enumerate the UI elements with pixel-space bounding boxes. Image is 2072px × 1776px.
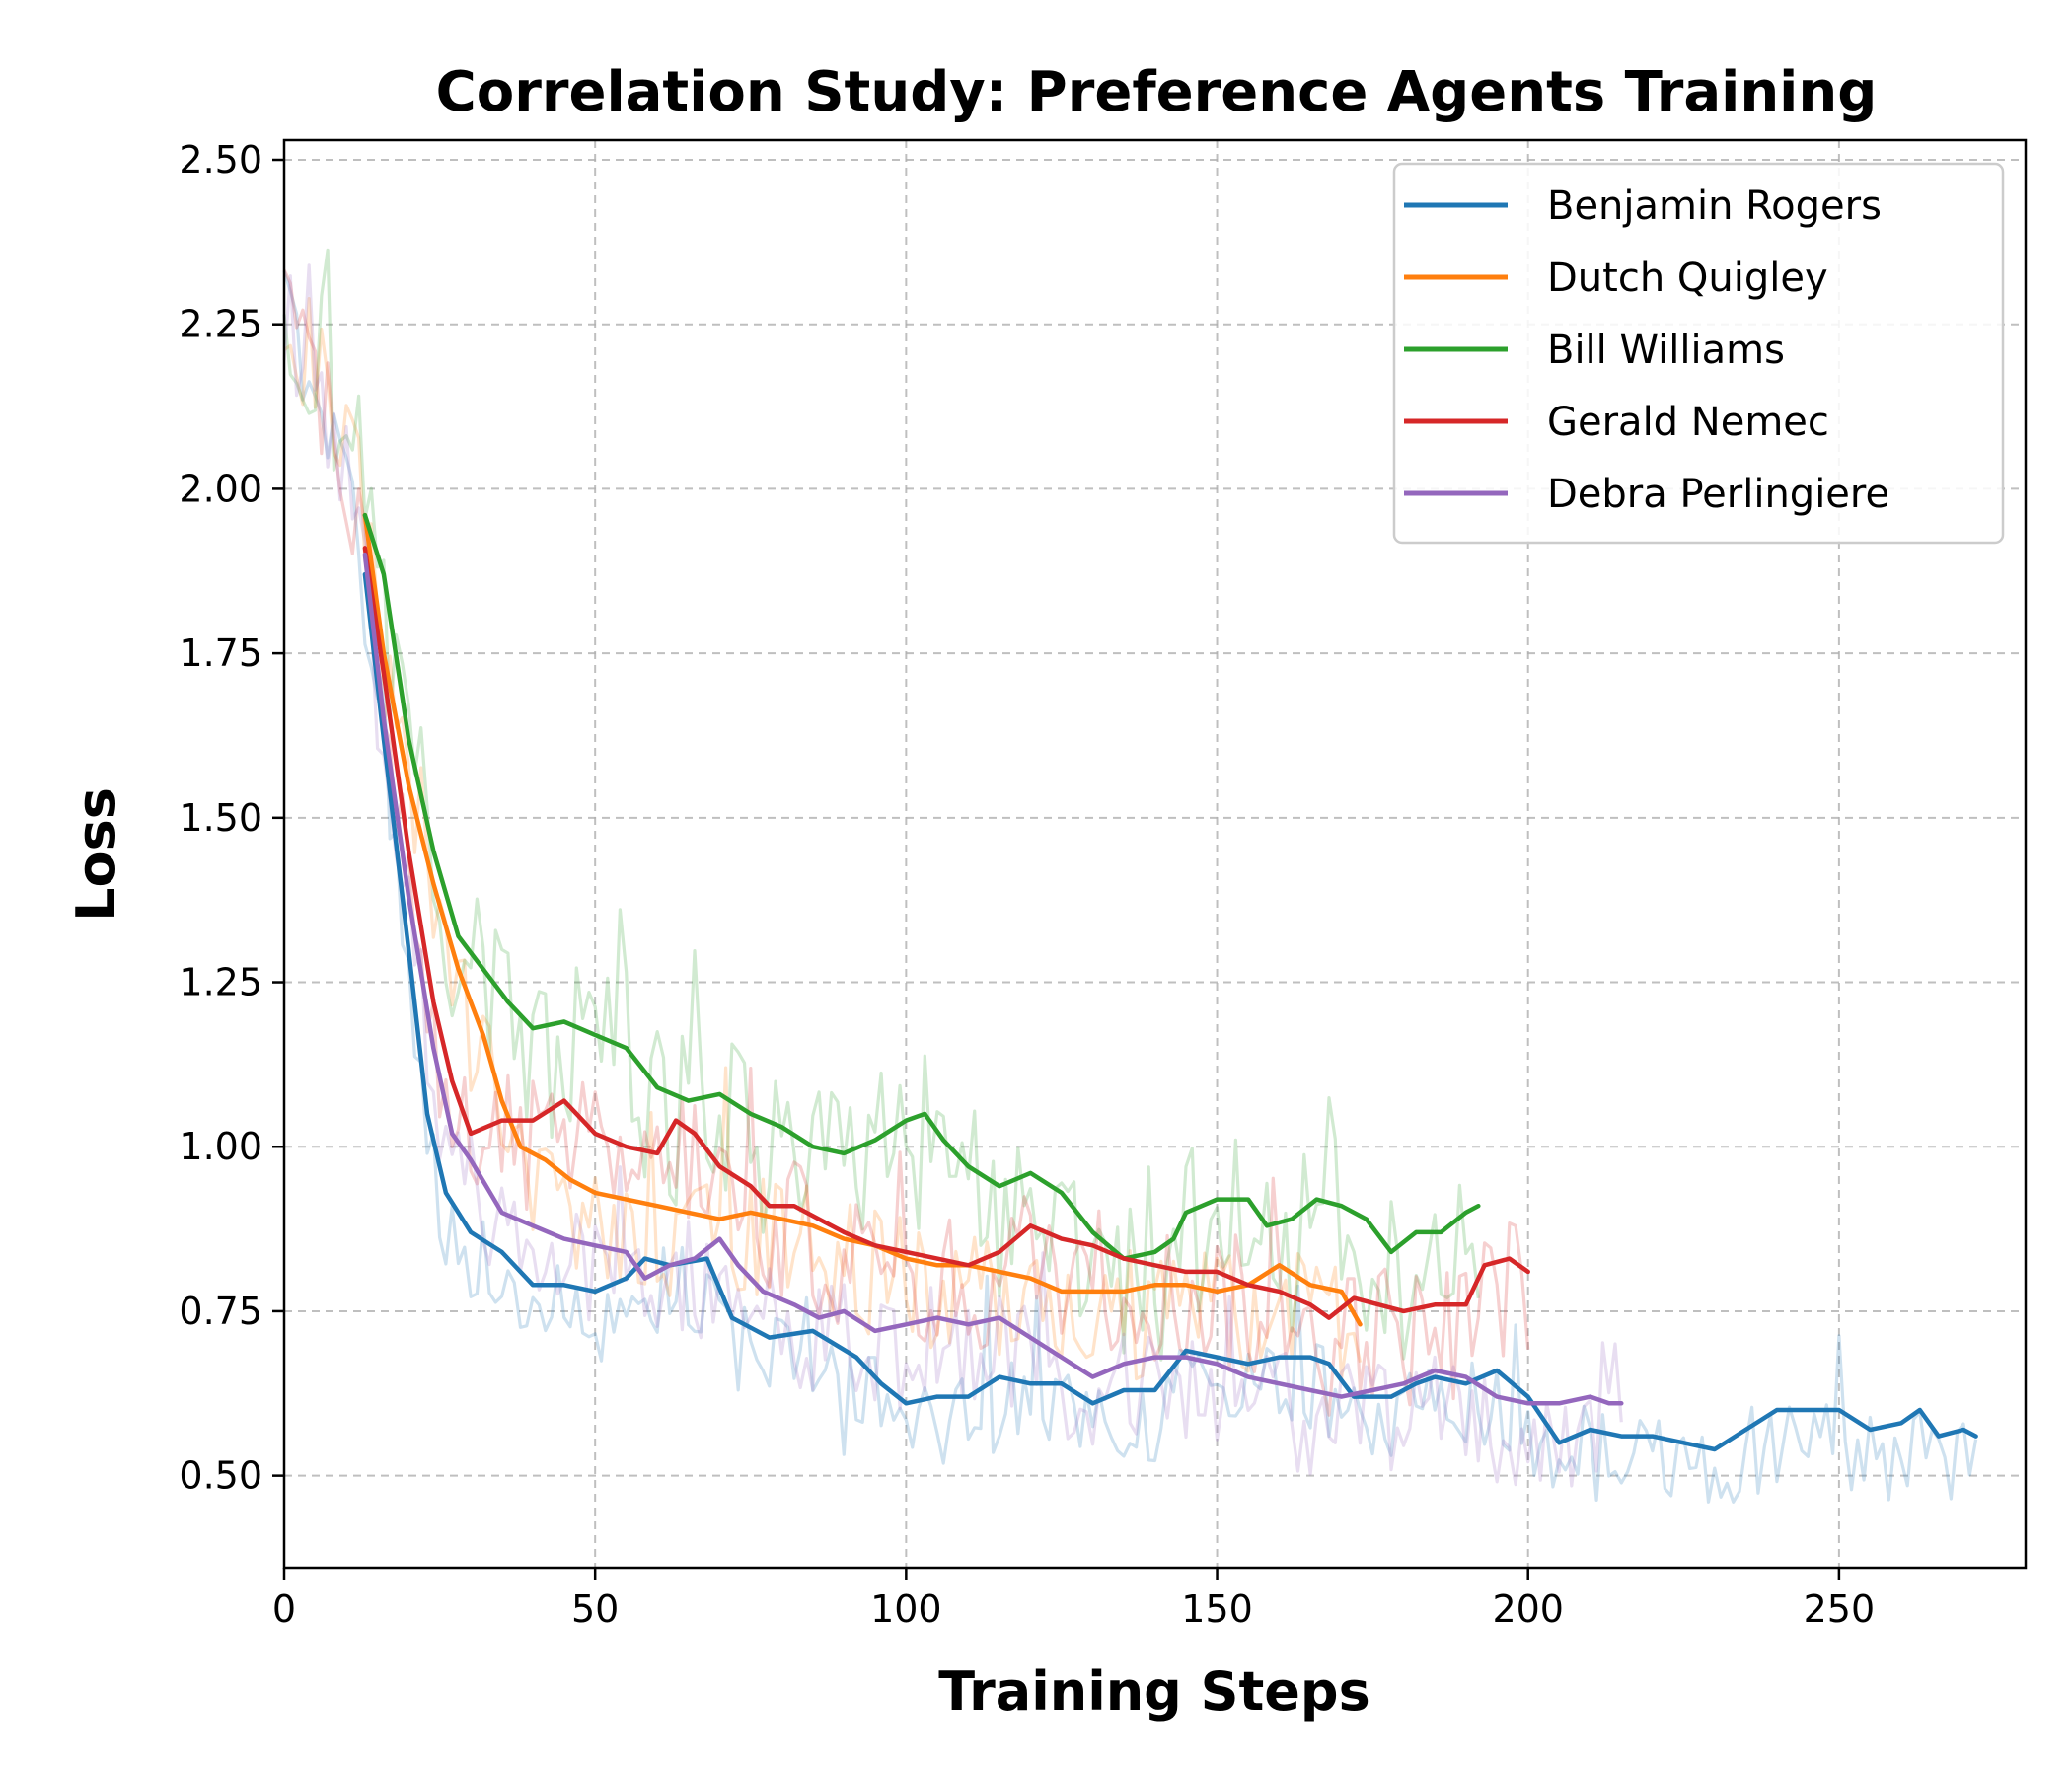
x-tick-label: 250 xyxy=(1804,1588,1876,1631)
legend-label-debra-perlingiere: Debra Perlingiere xyxy=(1547,472,1889,517)
plot-frame xyxy=(282,138,2028,1570)
raw-line-benjamin-rogers xyxy=(282,270,1978,1504)
x-axis-ticks: 0 50 100 150 200 250 xyxy=(272,1568,1875,1631)
smoothed-line-gerald-nemec xyxy=(362,546,1530,1320)
smoothed-line-bill-williams xyxy=(362,512,1481,1261)
smoothed-line-benjamin-rogers xyxy=(362,571,1978,1452)
y-tick-label: 1.25 xyxy=(179,961,262,1004)
x-tick-label: 0 xyxy=(272,1588,296,1631)
legend-label-dutch-quigley: Dutch Quigley xyxy=(1547,256,1828,301)
x-tick-label: 50 xyxy=(571,1588,619,1631)
y-tick-label: 2.25 xyxy=(179,303,262,346)
y-axis-ticks: 0.50 0.75 1.00 1.25 1.50 1.75 2.00 2.25 2.50 xyxy=(179,138,284,1498)
y-tick-label: 1.75 xyxy=(179,631,262,675)
legend-label-benjamin-rogers: Benjamin Rogers xyxy=(1547,184,1882,229)
x-tick-label: 100 xyxy=(870,1588,942,1631)
grid xyxy=(283,140,2026,1568)
smoothed-curves xyxy=(362,512,1978,1452)
y-tick-label: 1.50 xyxy=(179,796,262,840)
raw-line-debra-perlingiere xyxy=(282,263,1623,1488)
smoothed-line-dutch-quigley xyxy=(362,512,1363,1327)
legend-box xyxy=(1392,162,2005,545)
y-tick-label: 1.00 xyxy=(179,1125,262,1168)
y-tick-label: 2.50 xyxy=(179,138,262,182)
smoothed-line-debra-perlingiere xyxy=(362,552,1624,1406)
y-tick-label: 2.00 xyxy=(179,467,262,510)
y-tick-label: 0.50 xyxy=(179,1454,262,1498)
raw-line-bill-williams xyxy=(282,248,1480,1362)
legend-label-bill-williams: Bill Williams xyxy=(1547,328,1785,373)
legend[interactable]: Benjamin Rogers Dutch Quigley Bill William… xyxy=(1392,162,2005,545)
x-axis-label: Training Steps xyxy=(938,1661,1369,1723)
raw-line-dutch-quigley xyxy=(283,297,1363,1381)
chart-title: Correlation Study: Preference Agents Tra… xyxy=(436,60,1878,124)
x-tick-label: 200 xyxy=(1492,1588,1564,1631)
x-tick-label: 150 xyxy=(1181,1588,1253,1631)
legend-label-gerald-nemec: Gerald Nemec xyxy=(1547,400,1829,445)
y-tick-label: 0.75 xyxy=(179,1290,262,1333)
y-axis-label: Loss xyxy=(65,787,127,922)
